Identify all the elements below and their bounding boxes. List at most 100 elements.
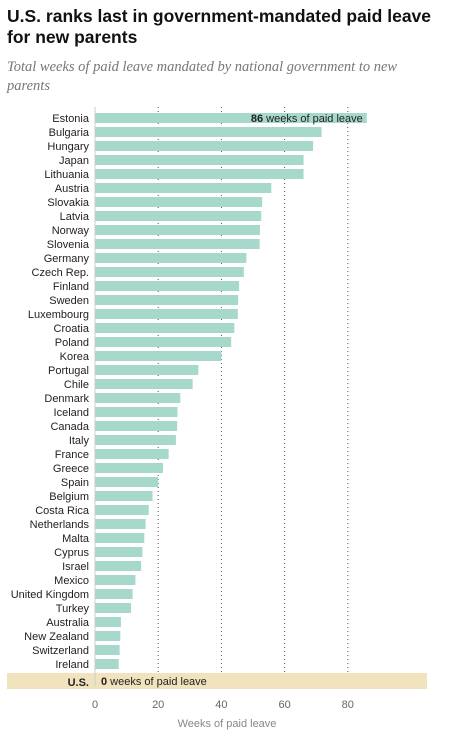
category-label: Estonia <box>52 113 90 125</box>
bar <box>95 351 222 361</box>
category-label: Belgium <box>49 491 89 503</box>
category-label: New Zealand <box>24 631 89 643</box>
bar <box>95 435 176 445</box>
category-labels: Estonia Bulgaria Hungary Japan Lithuania Aust… <box>11 113 90 689</box>
x-axis-ticks: 0 20 40 60 80 <box>92 699 354 711</box>
category-label: Hungary <box>47 141 89 153</box>
bar <box>95 491 153 501</box>
category-label: Sweden <box>49 295 89 307</box>
bar <box>95 141 314 151</box>
category-label: Lithuania <box>44 169 90 181</box>
x-axis-label: Weeks of paid leave <box>178 718 277 730</box>
bar <box>95 253 247 263</box>
bar <box>95 407 178 417</box>
category-label: Bulgaria <box>49 127 90 139</box>
grid-lines <box>157 107 349 686</box>
bar <box>95 295 239 305</box>
category-label: Germany <box>44 253 90 265</box>
category-label: France <box>55 449 89 461</box>
category-label: Croatia <box>54 323 90 335</box>
bar <box>95 645 120 655</box>
category-label: Switzerland <box>32 645 89 657</box>
category-label: Israel <box>62 561 89 573</box>
category-label: Slovakia <box>47 197 89 209</box>
category-label: Italy <box>69 435 90 447</box>
bar <box>95 561 142 571</box>
bar <box>95 197 263 207</box>
category-label: Cyprus <box>54 547 89 559</box>
category-label: Costa Rica <box>35 505 90 517</box>
bar <box>95 323 235 333</box>
bar <box>95 603 132 613</box>
bar <box>95 463 163 473</box>
bar <box>95 547 143 557</box>
bar <box>95 183 272 193</box>
category-label: Finland <box>53 281 89 293</box>
x-tick-label: 60 <box>278 699 290 711</box>
category-label: Japan <box>59 155 89 167</box>
data-label-value: 0 <box>101 676 107 688</box>
bar <box>95 477 159 487</box>
bar <box>95 449 169 459</box>
bar <box>95 631 121 641</box>
x-tick-label: 20 <box>152 699 164 711</box>
bar <box>95 309 238 319</box>
data-label: 0 weeks of paid leave <box>101 676 207 688</box>
data-label: 86 weeks of paid leave <box>251 113 363 125</box>
bar <box>95 659 119 669</box>
chart-title: U.S. ranks last in government-mandated p… <box>7 6 432 47</box>
category-label: Mexico <box>54 575 89 587</box>
category-label: Austria <box>55 183 90 195</box>
category-label: Chile <box>64 379 89 391</box>
category-label: Turkey <box>56 603 90 615</box>
bar <box>95 225 260 235</box>
data-label-value: 86 <box>251 113 263 125</box>
bar <box>95 169 304 179</box>
x-tick-label: 80 <box>342 699 354 711</box>
bar <box>95 281 240 291</box>
category-label: Netherlands <box>30 519 90 531</box>
category-label: Slovenia <box>47 239 90 251</box>
bar <box>95 113 367 123</box>
data-label-text: weeks of paid leave <box>263 113 363 125</box>
bar <box>95 155 304 165</box>
x-tick-label: 40 <box>215 699 227 711</box>
category-label: Greece <box>53 463 89 475</box>
category-label: U.S. <box>68 677 89 689</box>
bar <box>95 421 178 431</box>
bar <box>95 589 133 599</box>
bar <box>95 365 199 375</box>
x-tick-label: 0 <box>92 699 98 711</box>
category-label: Canada <box>50 421 89 433</box>
category-label: Latvia <box>60 211 90 223</box>
category-label: Ireland <box>55 659 89 671</box>
category-label: Korea <box>60 351 90 363</box>
category-label: United Kingdom <box>11 589 89 601</box>
bar <box>95 505 149 515</box>
category-label: Australia <box>46 617 90 629</box>
data-label-text: weeks of paid leave <box>107 676 207 688</box>
bar <box>95 127 322 137</box>
bar <box>95 337 232 347</box>
bar <box>95 379 193 389</box>
category-label: Czech Rep. <box>32 267 89 279</box>
category-label: Denmark <box>44 393 89 405</box>
bar <box>95 533 145 543</box>
highlight-band <box>7 673 427 689</box>
bars <box>95 113 367 669</box>
category-label: Luxembourg <box>28 309 89 321</box>
bar <box>95 239 260 249</box>
bar <box>95 617 121 627</box>
bar <box>95 575 136 585</box>
chart-subtitle: Total weeks of paid leave mandated by na… <box>7 59 398 94</box>
category-label: Iceland <box>54 407 89 419</box>
bar <box>95 267 244 277</box>
category-label: Spain <box>61 477 89 489</box>
bar <box>95 211 262 221</box>
bar <box>95 393 181 403</box>
category-label: Norway <box>52 225 90 237</box>
category-label: Malta <box>62 533 90 545</box>
bar <box>95 519 146 529</box>
category-label: Poland <box>55 337 89 349</box>
